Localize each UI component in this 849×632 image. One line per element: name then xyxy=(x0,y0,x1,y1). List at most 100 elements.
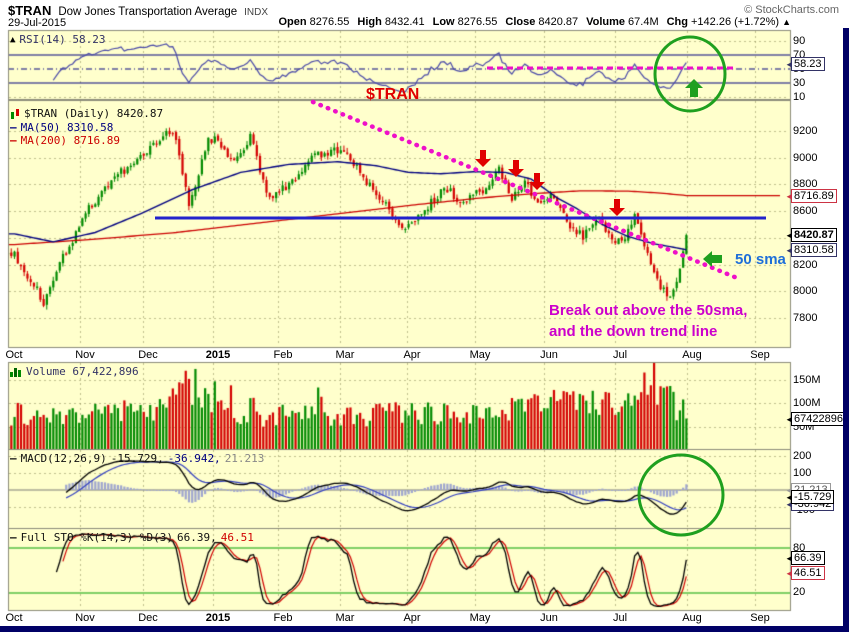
low-value: 8276.55 xyxy=(457,16,498,28)
breakout-annotation-line1: Break out above the 50sma, xyxy=(549,302,748,319)
symbol-ticker: $TRAN xyxy=(8,3,52,18)
macd-legend: — MACD(12,26,9) -15.729, -36.942, 21.213 xyxy=(10,452,264,465)
month-label: Apr xyxy=(403,612,421,624)
axis-tick: 7800 xyxy=(793,312,818,324)
month-label: Dec xyxy=(138,349,158,361)
axis-tick: 9200 xyxy=(793,125,818,137)
rsi-value-box: 58.23 xyxy=(785,57,825,71)
axis-tick: 8200 xyxy=(793,259,818,271)
main-legend-symbol-text: $TRAN (Daily) 8420.87 xyxy=(24,107,164,120)
tran-annotation-label: $TRAN xyxy=(366,86,420,103)
month-label: Jun xyxy=(540,612,558,624)
rsi-legend-text: RSI(14) 58.23 xyxy=(19,33,106,46)
macd-value-box: -15.729 xyxy=(785,490,835,504)
sto-line-swatch: — xyxy=(10,531,17,544)
indicator-area-icon: ▲ xyxy=(10,34,16,45)
month-label: Jul xyxy=(612,349,628,361)
month-label: Sep xyxy=(750,612,770,624)
main-legend-ma50: — MA(50) 8310.58 xyxy=(10,121,113,134)
month-label: Dec xyxy=(138,612,158,624)
breakout-annotation-line2: and the down trend line xyxy=(549,323,718,340)
close-label: Close xyxy=(505,16,536,28)
chg-value: +142.26 (+1.72%) xyxy=(691,16,780,28)
ma50-legend-text: MA(50) 8310.58 xyxy=(20,121,114,134)
bottom-edge-bar xyxy=(0,626,849,632)
axis-tick: 8600 xyxy=(793,205,818,217)
month-label: Feb xyxy=(273,612,293,624)
month-label: Feb xyxy=(273,349,293,361)
right-edge-bar xyxy=(843,28,849,632)
month-label: Sep xyxy=(750,349,770,361)
axis-tick: 100M xyxy=(793,397,821,409)
month-label: Jun xyxy=(540,349,558,361)
axis-tick: 8800 xyxy=(793,178,818,190)
high-value: 8432.41 xyxy=(384,16,425,28)
month-label: 2015 xyxy=(205,612,231,624)
axis-tick: 20 xyxy=(793,586,806,598)
open-value: 8276.55 xyxy=(309,16,350,28)
macd-hist-value: 21.213 xyxy=(224,452,265,465)
volume-value-box: 67422896 xyxy=(785,412,846,426)
ma50-line-swatch: — xyxy=(10,121,17,134)
month-label: Aug xyxy=(682,612,702,624)
ma50-value-box: 8310.58 xyxy=(785,243,837,257)
high-label: High xyxy=(357,16,382,28)
chart-date: 29-Jul-2015 xyxy=(8,17,67,29)
axis-tick: 200 xyxy=(793,450,812,462)
volume-bars-icon xyxy=(10,367,21,377)
month-label: Aug xyxy=(682,349,702,361)
sto-d-box: 46.51 xyxy=(785,566,825,580)
month-label: Mar xyxy=(335,612,355,624)
macd-signal-value: -36.942, xyxy=(167,452,221,465)
month-label: Oct xyxy=(5,612,23,624)
stockcharts-credit: © StockCharts.com xyxy=(744,4,839,16)
axis-tick: 100 xyxy=(793,467,812,479)
month-label: Nov xyxy=(75,349,95,361)
axis-tick: 8000 xyxy=(793,285,818,297)
close-value: 8420.87 xyxy=(538,16,579,28)
symbol-name: Dow Jones Transportation Average xyxy=(58,6,238,18)
month-label: May xyxy=(469,612,491,624)
low-label: Low xyxy=(432,16,455,28)
axis-tick: 10 xyxy=(793,91,806,103)
month-label: Oct xyxy=(5,349,23,361)
symbol-exchange: INDX xyxy=(244,7,269,18)
volume-label: Volume xyxy=(586,16,626,28)
macd-legend-name: MACD(12,26,9) xyxy=(20,452,107,465)
volume-legend: Volume 67,422,896 xyxy=(10,365,139,378)
quote-strip: Open 8276.55 High 8432.41 Low 8276.55 Close… xyxy=(271,16,792,28)
month-label: Jul xyxy=(612,612,628,624)
month-label: Mar xyxy=(335,349,355,361)
month-label: May xyxy=(469,349,491,361)
month-label: Nov xyxy=(75,612,95,624)
ma200-value-box: 8716.89 xyxy=(785,189,837,203)
main-legend-symbol: $TRAN (Daily) 8420.87 xyxy=(10,107,163,120)
axis-tick: 90 xyxy=(793,35,806,47)
axis-tick: 9000 xyxy=(793,152,818,164)
chg-label: Chg xyxy=(666,16,688,28)
sto-legend: — Full STO %K(14,3) %D(3) 66.39, 46.51 xyxy=(10,531,254,544)
month-label: Apr xyxy=(403,349,421,361)
sto-k-box: 66.39 xyxy=(785,551,825,565)
axis-tick: 150M xyxy=(793,374,821,386)
ma200-legend-text: MA(200) 8716.89 xyxy=(20,134,120,147)
sto-d-value: 46.51 xyxy=(220,531,254,544)
macd-value: -15.729, xyxy=(110,452,164,465)
axis-tick: 30 xyxy=(793,77,806,89)
volume-value: 67.4M xyxy=(628,16,659,28)
up-triangle-icon: ▲ xyxy=(782,17,791,27)
rsi-legend: ▲ RSI(14) 58.23 xyxy=(10,33,106,46)
sto-legend-name: Full STO %K(14,3) %D(3) xyxy=(20,531,173,544)
close-value-box: 8420.87 xyxy=(785,228,837,242)
main-legend-ma200: — MA(200) 8716.89 xyxy=(10,134,120,147)
header: $TRAN Dow Jones Transportation Average I… xyxy=(8,3,268,18)
macd-line-swatch: — xyxy=(10,452,17,465)
volume-legend-text: Volume 67,422,896 xyxy=(26,365,139,378)
ma200-line-swatch: — xyxy=(10,134,17,147)
sma-annotation-label: 50 sma xyxy=(735,251,786,268)
month-label: 2015 xyxy=(205,349,231,361)
open-label: Open xyxy=(278,16,307,28)
candlestick-icon xyxy=(11,108,19,119)
sto-k-value: 66.39, xyxy=(176,531,217,544)
